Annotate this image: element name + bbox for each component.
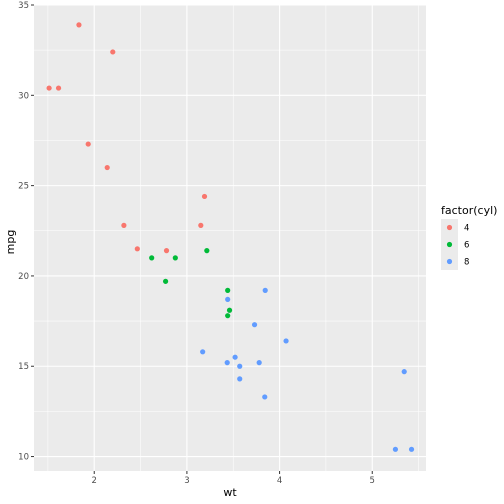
data-point-cyl-6 — [204, 248, 210, 254]
legend-key-8 — [446, 258, 453, 265]
data-point-cyl-4 — [163, 248, 170, 254]
data-point-cyl-8 — [225, 296, 231, 303]
data-point-cyl-4 — [55, 85, 62, 91]
data-points — [46, 22, 415, 452]
legend-label-6: 6 — [464, 241, 469, 251]
y-tick-label: 10 — [18, 453, 29, 463]
x-axis: 2 3 4 5 — [92, 471, 375, 486]
data-point-cyl-8 — [224, 360, 230, 366]
major-gridlines — [34, 4, 426, 471]
data-point-cyl-4 — [46, 85, 52, 91]
data-point-cyl-8 — [237, 363, 243, 369]
x-tick-label: 4 — [277, 476, 282, 486]
data-point-cyl-8 — [256, 360, 262, 366]
y-axis: 10 15 20 25 30 35 — [18, 1, 34, 463]
x-axis-title: wt — [223, 486, 237, 499]
data-point-cyl-4 — [76, 22, 82, 28]
data-point-cyl-8 — [392, 446, 399, 452]
legend-label-8: 8 — [464, 258, 469, 268]
data-point-cyl-8 — [401, 369, 407, 375]
data-point-cyl-6 — [162, 278, 169, 284]
data-point-cyl-8 — [200, 349, 206, 355]
data-point-cyl-4 — [85, 141, 91, 147]
data-point-cyl-6 — [225, 313, 231, 319]
data-point-cyl-6 — [226, 307, 233, 313]
data-point-cyl-4 — [201, 193, 208, 200]
y-tick-label: 35 — [18, 1, 29, 11]
data-point-cyl-8 — [262, 287, 268, 293]
data-point-cyl-4 — [121, 222, 127, 228]
data-point-cyl-8 — [251, 322, 258, 328]
data-point-cyl-6 — [172, 255, 178, 261]
data-point-cyl-4 — [198, 222, 204, 228]
data-point-cyl-6 — [225, 287, 231, 293]
legend-title: factor(cyl) — [441, 204, 497, 217]
y-tick-label: 15 — [18, 362, 29, 372]
data-point-cyl-8 — [283, 338, 289, 344]
data-point-cyl-4 — [134, 246, 140, 252]
minor-gridlines — [34, 5, 426, 471]
y-tick-label: 20 — [18, 272, 29, 282]
legend: factor(cyl) 4 6 8 — [441, 204, 497, 270]
legend-key-6 — [446, 241, 453, 248]
data-point-cyl-8 — [262, 394, 268, 400]
legend-key-4 — [446, 224, 453, 231]
data-point-cyl-8 — [408, 446, 415, 452]
data-point-cyl-4 — [104, 164, 110, 171]
data-point-cyl-8 — [232, 354, 238, 360]
y-tick-label: 30 — [18, 91, 29, 101]
data-point-cyl-6 — [149, 255, 155, 261]
data-point-cyl-4 — [110, 49, 116, 55]
y-axis-title: mpg — [4, 230, 17, 255]
panel-background — [34, 5, 426, 471]
data-point-cyl-8 — [237, 376, 243, 382]
x-tick-label: 3 — [184, 476, 189, 486]
x-tick-label: 5 — [370, 476, 375, 486]
x-tick-label: 2 — [92, 476, 97, 486]
legend-label-4: 4 — [464, 224, 469, 234]
y-tick-label: 25 — [18, 182, 29, 192]
